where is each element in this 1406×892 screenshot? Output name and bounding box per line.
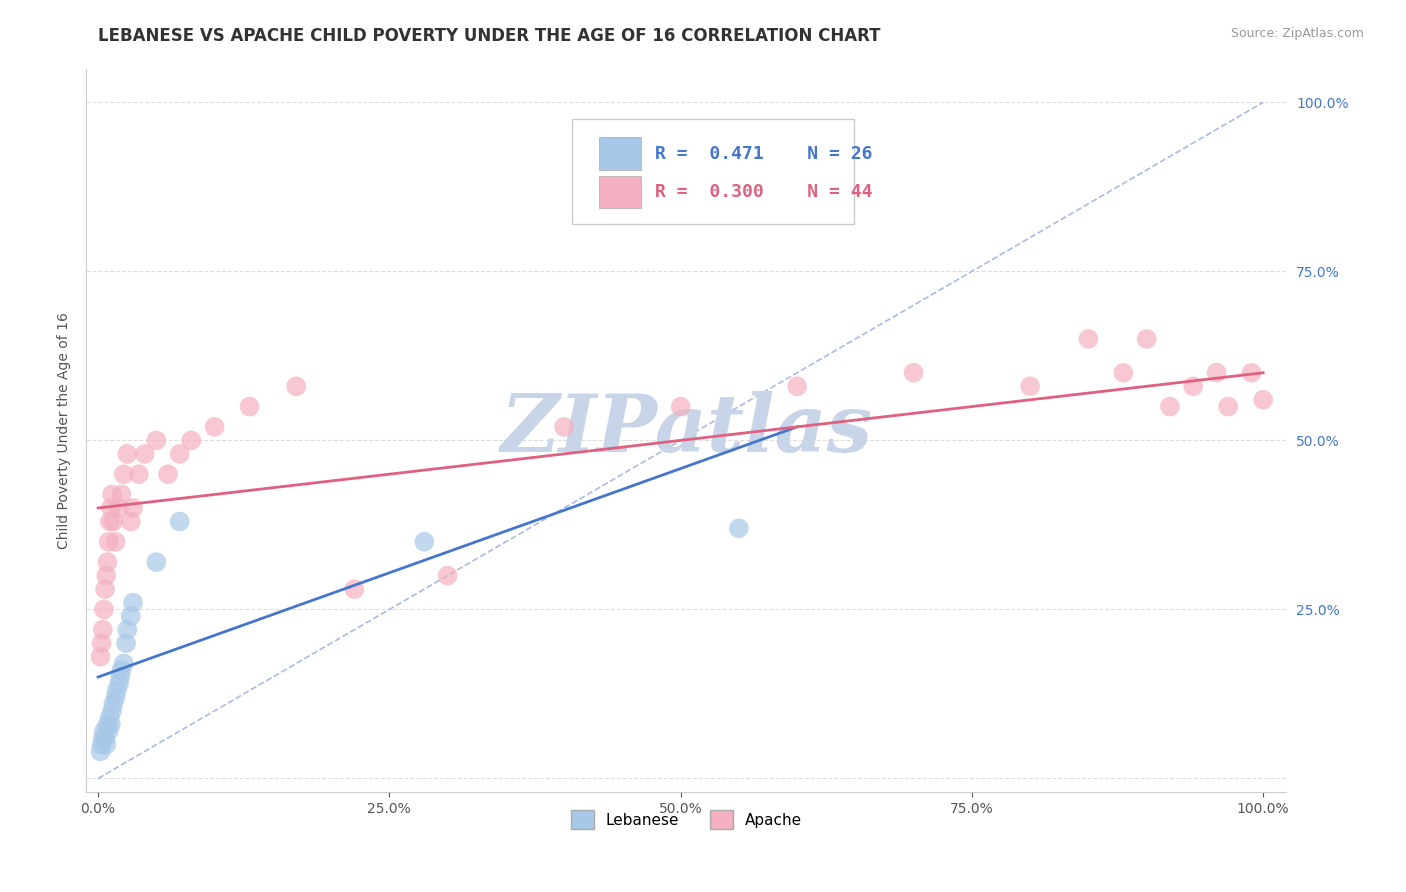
Point: [96, 717, 118, 731]
Point: [97, 534, 120, 549]
Point: [89, 649, 111, 664]
Point: [1205, 366, 1227, 380]
Point: [1218, 400, 1240, 414]
Point: [343, 582, 366, 596]
Bar: [599, 176, 641, 208]
Point: [110, 663, 132, 677]
Point: [91, 623, 114, 637]
Point: [413, 534, 436, 549]
Point: [1019, 379, 1042, 393]
Point: [91, 731, 114, 745]
Point: [1136, 332, 1159, 346]
Point: [669, 400, 692, 414]
Point: [180, 434, 202, 448]
Text: Source: ZipAtlas.com: Source: ZipAtlas.com: [1230, 27, 1364, 40]
Point: [101, 487, 124, 501]
Point: [1251, 392, 1274, 407]
Point: [115, 636, 138, 650]
Point: [100, 500, 122, 515]
Point: [103, 515, 125, 529]
Point: [93, 602, 115, 616]
FancyBboxPatch shape: [572, 120, 855, 224]
Point: [134, 447, 156, 461]
Y-axis label: Child Poverty Under the Age of 16: Child Poverty Under the Age of 16: [58, 312, 72, 549]
Point: [285, 379, 308, 393]
Point: [169, 447, 191, 461]
Point: [96, 738, 118, 752]
Point: [903, 366, 925, 380]
Point: [128, 467, 150, 482]
Legend: Lebanese, Apache: Lebanese, Apache: [565, 804, 808, 835]
Point: [1182, 379, 1205, 393]
Point: [94, 731, 117, 745]
Point: [90, 738, 112, 752]
Point: [90, 636, 112, 650]
Point: [120, 515, 142, 529]
Point: [96, 555, 118, 569]
Point: [100, 717, 122, 731]
Point: [122, 596, 145, 610]
Text: R =  0.471    N = 26: R = 0.471 N = 26: [655, 145, 873, 163]
Point: [436, 568, 458, 582]
Point: [101, 704, 124, 718]
Point: [104, 690, 127, 705]
Point: [553, 420, 575, 434]
Point: [145, 434, 167, 448]
Point: [1240, 366, 1263, 380]
Point: [145, 555, 167, 569]
Point: [115, 447, 138, 461]
Point: [97, 724, 120, 739]
Point: [94, 582, 117, 596]
Point: [122, 500, 145, 515]
Point: [108, 677, 131, 691]
Point: [110, 670, 132, 684]
Text: R =  0.300    N = 44: R = 0.300 N = 44: [655, 183, 873, 202]
Point: [120, 609, 142, 624]
Text: LEBANESE VS APACHE CHILD POVERTY UNDER THE AGE OF 16 CORRELATION CHART: LEBANESE VS APACHE CHILD POVERTY UNDER T…: [98, 27, 882, 45]
Point: [110, 487, 132, 501]
Point: [1159, 400, 1181, 414]
Point: [786, 379, 808, 393]
Point: [104, 534, 127, 549]
Point: [105, 683, 128, 698]
Point: [89, 744, 111, 758]
Point: [93, 724, 115, 739]
Text: ZIPatlas: ZIPatlas: [501, 392, 873, 469]
Point: [239, 400, 262, 414]
Point: [169, 515, 191, 529]
Point: [108, 500, 131, 515]
Point: [98, 515, 121, 529]
Point: [1077, 332, 1099, 346]
Point: [204, 420, 226, 434]
Point: [98, 710, 121, 724]
Bar: [599, 137, 641, 169]
Point: [112, 467, 135, 482]
Point: [103, 697, 125, 711]
Point: [728, 521, 751, 535]
Point: [96, 568, 118, 582]
Point: [112, 657, 135, 671]
Point: [115, 623, 138, 637]
Point: [156, 467, 179, 482]
Point: [1112, 366, 1135, 380]
